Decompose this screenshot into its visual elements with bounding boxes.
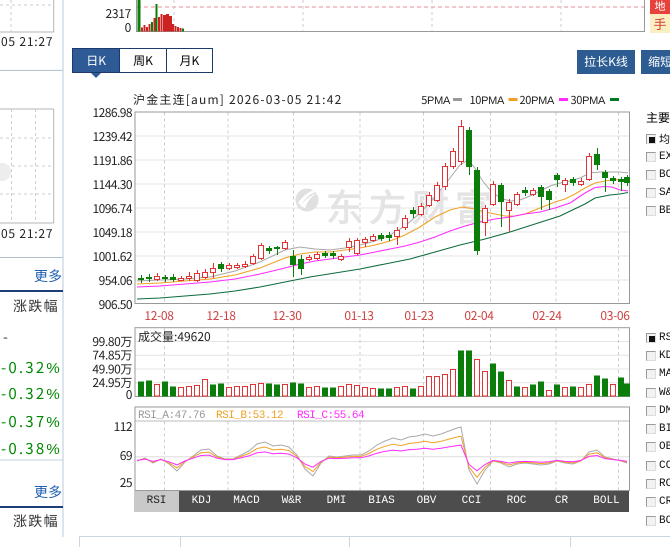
svg-text:RSI_B:53.12: RSI_B:53.12 [216,410,283,422]
svg-text:1144.30: 1144.30 [93,176,133,193]
svg-text:02-24: 02-24 [532,307,562,324]
svg-text:20PMA: 20PMA [519,92,555,108]
svg-text:01-13: 01-13 [344,307,373,324]
svg-text:-05 21:27: -05 21:27 [0,33,53,50]
svg-text:12-30: 12-30 [272,307,302,324]
svg-text:-05 21:27: -05 21:27 [0,225,53,242]
svg-text:2317: 2317 [106,5,132,22]
svg-text:954.06: 954.06 [99,272,133,289]
svg-text:1096.74: 1096.74 [93,200,133,217]
svg-text:1191.86: 1191.86 [93,152,133,169]
svg-text:0: 0 [126,386,133,403]
svg-text:1049.18: 1049.18 [93,224,133,241]
svg-text:02-04: 02-04 [464,307,494,324]
svg-text:69: 69 [120,447,133,464]
svg-text:12-18: 12-18 [206,307,236,324]
svg-text:1239.42: 1239.42 [93,128,133,145]
svg-text:24.95万: 24.95万 [92,374,132,391]
svg-text:12-08: 12-08 [144,307,174,324]
svg-text:03-06: 03-06 [600,307,630,324]
svg-text:99.80万: 99.80万 [92,333,132,350]
svg-text:10PMA: 10PMA [469,92,505,108]
svg-text:74.85万: 74.85万 [92,347,132,364]
svg-text:1001.62: 1001.62 [93,248,133,265]
svg-text:RSI_C:55.64: RSI_C:55.64 [297,410,365,422]
svg-text:01-23: 01-23 [404,307,433,324]
svg-text:1286.98: 1286.98 [93,104,133,121]
svg-text:30PMA: 30PMA [570,92,606,108]
svg-text:0: 0 [125,19,132,36]
svg-text:112: 112 [114,418,133,435]
svg-text:沪金主连[aum] 2026-03-05 21:42: 沪金主连[aum] 2026-03-05 21:42 [133,91,342,108]
svg-text:成交量:49620: 成交量:49620 [138,328,211,345]
svg-text:49.90万: 49.90万 [92,360,132,377]
svg-text:906.50: 906.50 [99,296,133,313]
svg-text:25: 25 [120,474,133,491]
svg-text:RSI_A:47.76: RSI_A:47.76 [138,410,205,422]
svg-text:5PMA: 5PMA [421,92,451,108]
